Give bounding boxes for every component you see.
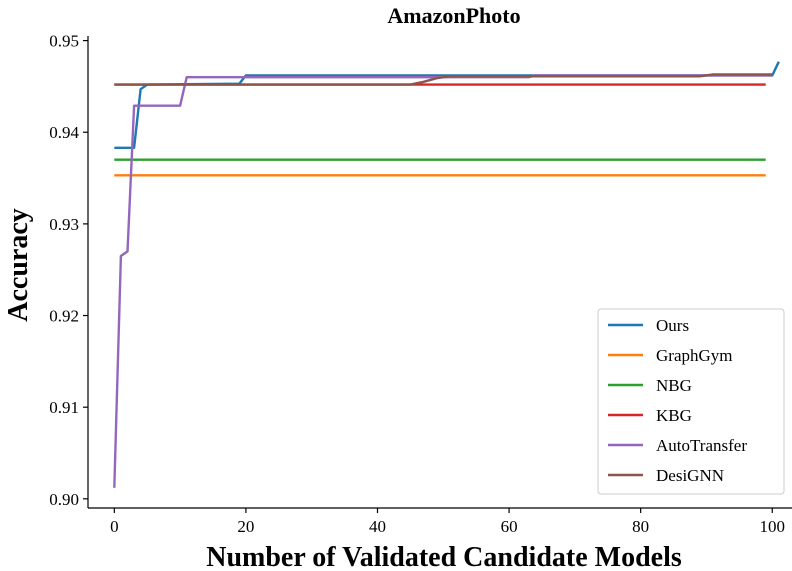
legend-label: AutoTransfer (656, 436, 747, 455)
y-axis-label: Accuracy (3, 208, 34, 322)
legend-box (597, 308, 785, 495)
x-tick-label: 0 (110, 517, 119, 536)
y-tick-label: 0.92 (49, 307, 79, 326)
x-tick-label: 20 (237, 517, 254, 536)
x-tick-label: 60 (501, 517, 518, 536)
legend-label: DesiGNN (656, 466, 724, 485)
y-tick-label: 0.95 (49, 32, 79, 51)
legend-label: Ours (656, 316, 689, 335)
legend: Ours GraphGym NBG KBG AutoTransfer DesiGNN (597, 308, 785, 495)
y-tick-label: 0.91 (49, 398, 79, 417)
x-tick-label: 80 (632, 517, 649, 536)
chart-title: AmazonPhoto (387, 3, 520, 28)
legend-label: NBG (656, 376, 692, 395)
legend-label: GraphGym (656, 346, 732, 365)
x-tick-label: 100 (760, 517, 786, 536)
legend-label: KBG (656, 406, 692, 425)
y-tick-label: 0.90 (49, 490, 79, 509)
series-line-designn (114, 73, 773, 86)
y-tick-label: 0.93 (49, 215, 79, 234)
series-lines (113, 61, 780, 488)
x-tick-label: 40 (369, 517, 386, 536)
y-tick-label: 0.94 (49, 123, 79, 142)
x-axis-label: Number of Validated Candidate Models (206, 542, 682, 571)
axes: 0 20 40 60 80 100 0.90 0.91 0.92 0.93 0.94 0.95 (49, 32, 792, 536)
